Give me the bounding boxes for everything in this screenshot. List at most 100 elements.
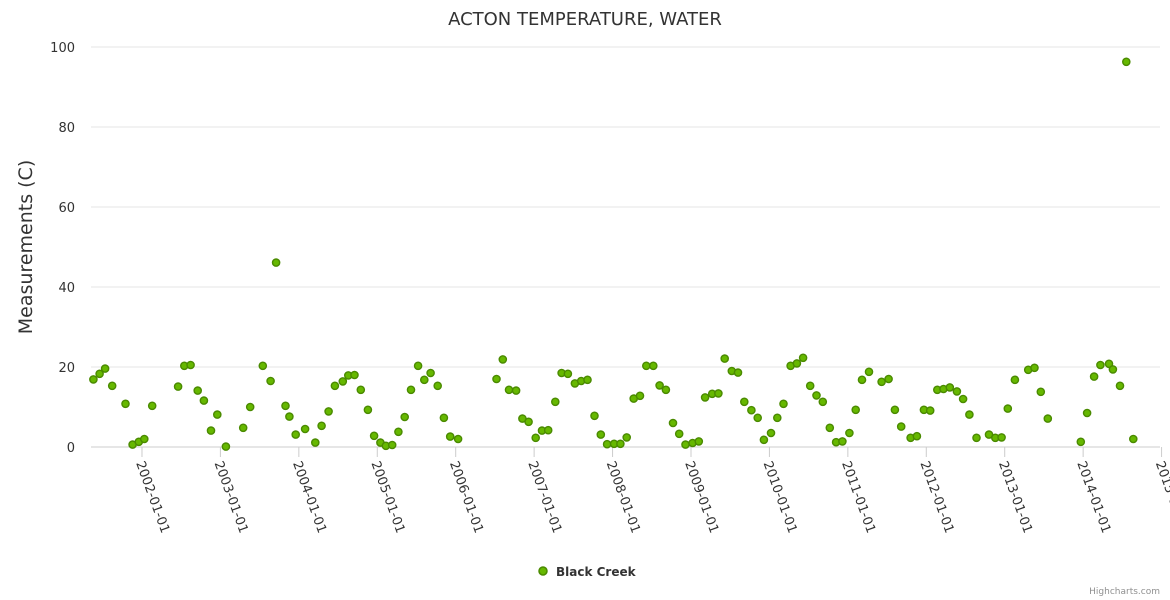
data-point[interactable] xyxy=(590,411,599,421)
data-point[interactable] xyxy=(147,401,157,411)
data-point[interactable] xyxy=(877,377,886,387)
data-point[interactable] xyxy=(857,375,867,385)
data-point[interactable] xyxy=(845,428,854,438)
data-point[interactable] xyxy=(524,417,533,427)
data-point[interactable] xyxy=(511,386,521,395)
data-point[interactable] xyxy=(642,361,651,371)
data-point[interactable] xyxy=(350,370,359,380)
data-point[interactable] xyxy=(1115,381,1125,391)
data-point[interactable] xyxy=(700,393,710,402)
data-point[interactable] xyxy=(668,418,678,428)
data-point[interactable] xyxy=(694,437,704,446)
data-point[interactable] xyxy=(199,396,209,405)
data-point[interactable] xyxy=(616,439,625,449)
data-point[interactable] xyxy=(661,385,671,395)
data-point[interactable] xyxy=(818,397,828,407)
data-point[interactable] xyxy=(925,406,935,415)
data-point[interactable] xyxy=(1129,434,1138,444)
data-point[interactable] xyxy=(100,364,110,373)
data-point[interactable] xyxy=(1089,372,1099,381)
data-point[interactable] xyxy=(121,399,130,409)
data-point[interactable] xyxy=(747,405,756,415)
data-point[interactable] xyxy=(369,431,379,441)
data-point[interactable] xyxy=(1076,437,1086,447)
data-point[interactable] xyxy=(896,422,906,431)
data-point[interactable] xyxy=(426,368,435,378)
data-point[interactable] xyxy=(531,433,541,443)
data-point[interactable] xyxy=(655,381,664,390)
data-point[interactable] xyxy=(310,438,320,447)
data-point[interactable] xyxy=(792,359,802,368)
data-point[interactable] xyxy=(583,375,592,385)
data-point[interactable] xyxy=(766,428,776,438)
data-point[interactable] xyxy=(952,387,962,396)
data-point[interactable] xyxy=(997,433,1006,442)
data-point[interactable] xyxy=(285,412,294,421)
data-point[interactable] xyxy=(281,401,290,411)
data-point[interactable] xyxy=(825,423,835,433)
data-point[interactable] xyxy=(338,377,348,386)
data-point[interactable] xyxy=(674,429,684,439)
data-point[interactable] xyxy=(884,374,893,384)
data-point[interactable] xyxy=(945,383,955,392)
data-point[interactable] xyxy=(1082,408,1092,418)
legend-label[interactable]: Black Creek xyxy=(556,565,637,579)
data-point[interactable] xyxy=(363,405,373,415)
data-point[interactable] xyxy=(498,355,508,364)
data-point[interactable] xyxy=(1036,387,1046,397)
data-point[interactable] xyxy=(753,413,763,423)
data-point[interactable] xyxy=(300,424,310,434)
data-point[interactable] xyxy=(864,367,874,377)
data-point[interactable] xyxy=(504,385,514,395)
data-point[interactable] xyxy=(681,440,690,449)
data-point[interactable] xyxy=(317,421,326,431)
data-point[interactable] xyxy=(1122,57,1131,67)
data-point[interactable] xyxy=(271,258,281,267)
scatter-series-black-creek[interactable] xyxy=(89,57,1138,451)
data-point[interactable] xyxy=(838,437,847,446)
data-point[interactable] xyxy=(622,433,632,442)
data-point[interactable] xyxy=(714,389,723,398)
data-point[interactable] xyxy=(1030,363,1039,373)
data-point[interactable] xyxy=(258,361,268,371)
data-point[interactable] xyxy=(1096,360,1105,370)
data-point[interactable] xyxy=(1003,404,1013,413)
legend[interactable]: Black Creek xyxy=(538,565,637,579)
data-point[interactable] xyxy=(139,434,149,444)
data-point[interactable] xyxy=(433,381,443,391)
data-point[interactable] xyxy=(193,386,202,395)
data-point[interactable] xyxy=(107,381,117,391)
data-point[interactable] xyxy=(563,369,573,379)
data-point[interactable] xyxy=(972,433,981,443)
data-point[interactable] xyxy=(238,423,248,433)
data-point[interactable] xyxy=(413,361,423,371)
data-point[interactable] xyxy=(173,382,183,391)
data-point[interactable] xyxy=(912,431,922,441)
data-point[interactable] xyxy=(95,369,104,379)
data-point[interactable] xyxy=(212,410,222,419)
data-point[interactable] xyxy=(635,391,645,401)
data-point[interactable] xyxy=(186,360,195,370)
data-point[interactable] xyxy=(387,440,397,450)
data-point[interactable] xyxy=(733,368,743,377)
data-point[interactable] xyxy=(356,385,366,395)
data-point[interactable] xyxy=(206,426,216,435)
data-point[interactable] xyxy=(812,391,821,400)
data-point[interactable] xyxy=(543,425,553,435)
data-point[interactable] xyxy=(798,353,808,363)
data-point[interactable] xyxy=(492,374,501,384)
data-point[interactable] xyxy=(958,394,968,404)
data-point[interactable] xyxy=(324,407,333,416)
data-point[interactable] xyxy=(445,432,455,441)
data-point[interactable] xyxy=(759,435,769,445)
data-point[interactable] xyxy=(965,410,974,419)
data-point[interactable] xyxy=(245,402,255,412)
credits-link[interactable]: Highcharts.com xyxy=(1089,587,1160,597)
data-point[interactable] xyxy=(851,405,861,415)
data-point[interactable] xyxy=(400,412,410,422)
data-point[interactable] xyxy=(779,399,788,409)
data-point[interactable] xyxy=(1108,365,1118,374)
data-point[interactable] xyxy=(740,397,749,407)
data-point[interactable] xyxy=(1010,375,1020,385)
data-point[interactable] xyxy=(551,397,560,407)
